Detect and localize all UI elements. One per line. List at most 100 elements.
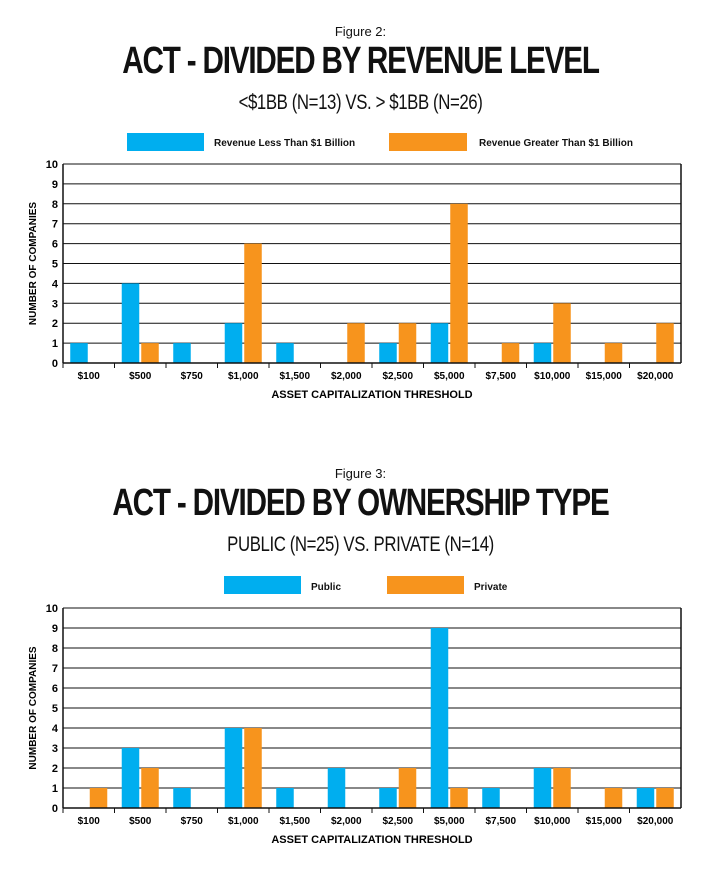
legend-swatch-series-1 [224, 576, 301, 594]
y-axis-label: NUMBER OF COMPANIES [28, 202, 39, 325]
x-tick-label: $2,500 [382, 816, 413, 827]
bar-series-2 [141, 768, 159, 808]
x-tick-label: $100 [78, 816, 101, 827]
y-tick-label: 6 [52, 239, 58, 251]
bar-series-1 [224, 323, 243, 363]
bar-series-2 [604, 343, 623, 363]
y-tick-label: 8 [52, 643, 58, 655]
x-tick-label: $1,500 [279, 816, 310, 827]
y-tick-label: 3 [52, 743, 58, 755]
x-tick-label: $7,500 [485, 371, 516, 382]
x-tick-label: $20,000 [637, 371, 674, 382]
legend-label-series-2: Private [474, 582, 508, 593]
y-tick-label: 0 [52, 803, 58, 815]
x-tick-label: $10,000 [534, 816, 571, 827]
y-tick-label: 5 [52, 259, 58, 271]
bar-series-1 [276, 788, 294, 808]
y-tick-label: 7 [52, 663, 58, 675]
bar-chart-ownership: 0 1 2 3 4 5 6 7 8 9 10 $100 $500 $750 $1,000 $1,500 $2,0… [28, 603, 682, 846]
bar-series-2 [553, 303, 571, 363]
y-tick-label: 4 [52, 723, 59, 735]
y-tick-label: 3 [52, 298, 58, 310]
bar-series-2 [604, 788, 623, 808]
chart-subtitle: PUBLIC (N=25) VS. PRIVATE (N=14) [227, 533, 494, 556]
legend-swatch-series-2 [387, 576, 464, 594]
bar-series-2 [244, 243, 262, 363]
x-tick-label: $2,000 [331, 371, 362, 382]
x-tick-label: $7,500 [485, 816, 516, 827]
x-tick-label: $500 [129, 371, 152, 382]
x-tick-label: $10,000 [534, 371, 571, 382]
x-tick-label: $1,500 [279, 371, 310, 382]
x-tick-label: $20,000 [637, 816, 674, 827]
bar-series-2 [501, 343, 520, 363]
y-tick-label: 0 [52, 358, 58, 370]
x-tick-label: $100 [78, 371, 101, 382]
bar-series-2 [656, 788, 674, 808]
y-tick-label: 1 [52, 783, 58, 795]
chart-title: ACT - DIVIDED BY OWNERSHIP TYPE [112, 482, 609, 524]
bar-series-2 [347, 323, 365, 363]
legend-label-series-1: Revenue Less Than $1 Billion [214, 138, 356, 149]
x-tick-label: $15,000 [586, 371, 623, 382]
y-tick-label: 9 [52, 623, 58, 635]
x-tick-label: $500 [129, 816, 152, 827]
bar-series-1 [636, 788, 655, 808]
chart-title: ACT - DIVIDED BY REVENUE LEVEL [122, 40, 600, 82]
bar-series-2 [450, 203, 468, 363]
x-tick-label: $750 [181, 816, 204, 827]
figure-label: Figure 2: [334, 24, 387, 39]
x-tick-label: $1,000 [228, 371, 259, 382]
bar-chart-revenue: 0 1 2 3 4 5 6 7 8 9 10 $100 $500 $750 $1,000 $1,500 $2,0… [28, 159, 682, 401]
bar-series-2 [398, 768, 417, 808]
bar-series-1 [430, 628, 449, 808]
y-tick-label: 1 [52, 338, 58, 350]
y-tick-label: 6 [52, 683, 58, 695]
bar-series-1 [121, 283, 140, 363]
bar-series-2 [141, 343, 159, 363]
bar-series-1 [327, 768, 346, 808]
y-tick-label: 9 [52, 179, 58, 191]
y-tick-label: 7 [52, 219, 58, 231]
bar-series-1 [70, 343, 88, 363]
bar-series-1 [379, 343, 397, 363]
x-tick-label: $2,000 [331, 816, 362, 827]
x-axis-label: ASSET CAPITALIZATION THRESHOLD [271, 389, 472, 401]
chart-subtitle: <$1BB (N=13) VS. > $1BB (N=26) [238, 91, 483, 114]
x-tick-label: $5,000 [434, 816, 465, 827]
bar-series-1 [121, 748, 140, 808]
bar-series-2 [450, 788, 468, 808]
bar-series-1 [276, 343, 294, 363]
y-tick-label: 2 [52, 318, 58, 330]
bar-series-1 [533, 343, 552, 363]
bar-series-1 [224, 728, 243, 808]
bar-series-1 [173, 788, 191, 808]
bar-series-2 [398, 323, 417, 363]
bar-series-1 [533, 768, 552, 808]
legend-label-series-1: Public [311, 582, 342, 593]
bar-series-2 [553, 768, 571, 808]
legend-label-series-2: Revenue Greater Than $1 Billion [479, 138, 633, 149]
legend-swatch-series-2 [389, 133, 467, 151]
x-tick-label: $750 [181, 371, 204, 382]
x-tick-label: $2,500 [382, 371, 413, 382]
y-tick-label: 2 [52, 763, 58, 775]
bar-series-2 [656, 323, 674, 363]
y-tick-label: 5 [52, 703, 58, 715]
x-tick-label: $15,000 [586, 816, 623, 827]
x-tick-label: $1,000 [228, 816, 259, 827]
bar-series-1 [482, 788, 500, 808]
bar-series-2 [244, 728, 262, 808]
legend-swatch-series-1 [127, 133, 204, 151]
bar-series-1 [430, 323, 449, 363]
y-tick-label: 10 [46, 603, 58, 615]
bar-series-1 [379, 788, 397, 808]
x-tick-label: $5,000 [434, 371, 465, 382]
bar-series-2 [89, 788, 108, 808]
figure-label: Figure 3: [334, 466, 387, 481]
bar-series-1 [173, 343, 191, 363]
y-tick-label: 4 [52, 278, 59, 290]
y-axis-label: NUMBER OF COMPANIES [28, 646, 39, 769]
y-tick-label: 10 [46, 159, 58, 171]
y-tick-label: 8 [52, 199, 58, 211]
